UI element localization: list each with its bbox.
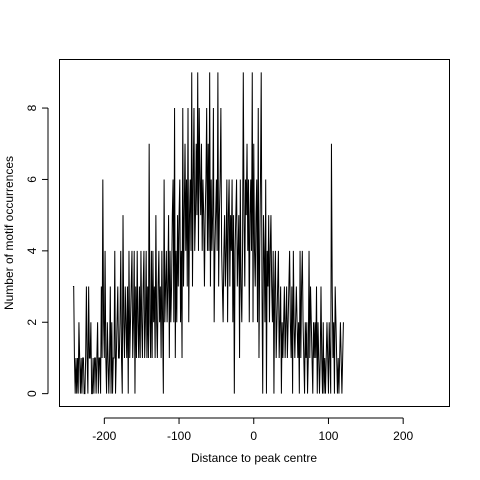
x-tick-label: 100 <box>318 429 338 443</box>
x-tick-label: -200 <box>92 429 116 443</box>
y-tick-label: 2 <box>25 319 39 326</box>
x-tick-label: -100 <box>167 429 191 443</box>
y-tick-label: 4 <box>25 247 39 254</box>
x-axis: -200 -100 0 100 200 <box>92 417 414 443</box>
plot-frame <box>59 59 450 407</box>
x-axis-label: Distance to peak centre <box>191 451 317 465</box>
y-tick-label: 6 <box>25 176 39 183</box>
y-tick-label: 8 <box>25 104 39 111</box>
y-axis-label: Number of motif occurrences <box>2 156 16 310</box>
y-axis: 0 2 4 6 8 <box>25 104 49 397</box>
x-tick-label: 200 <box>393 429 413 443</box>
x-tick-label: 0 <box>250 429 257 443</box>
series-line <box>72 72 344 395</box>
y-tick-label: 0 <box>25 390 39 397</box>
